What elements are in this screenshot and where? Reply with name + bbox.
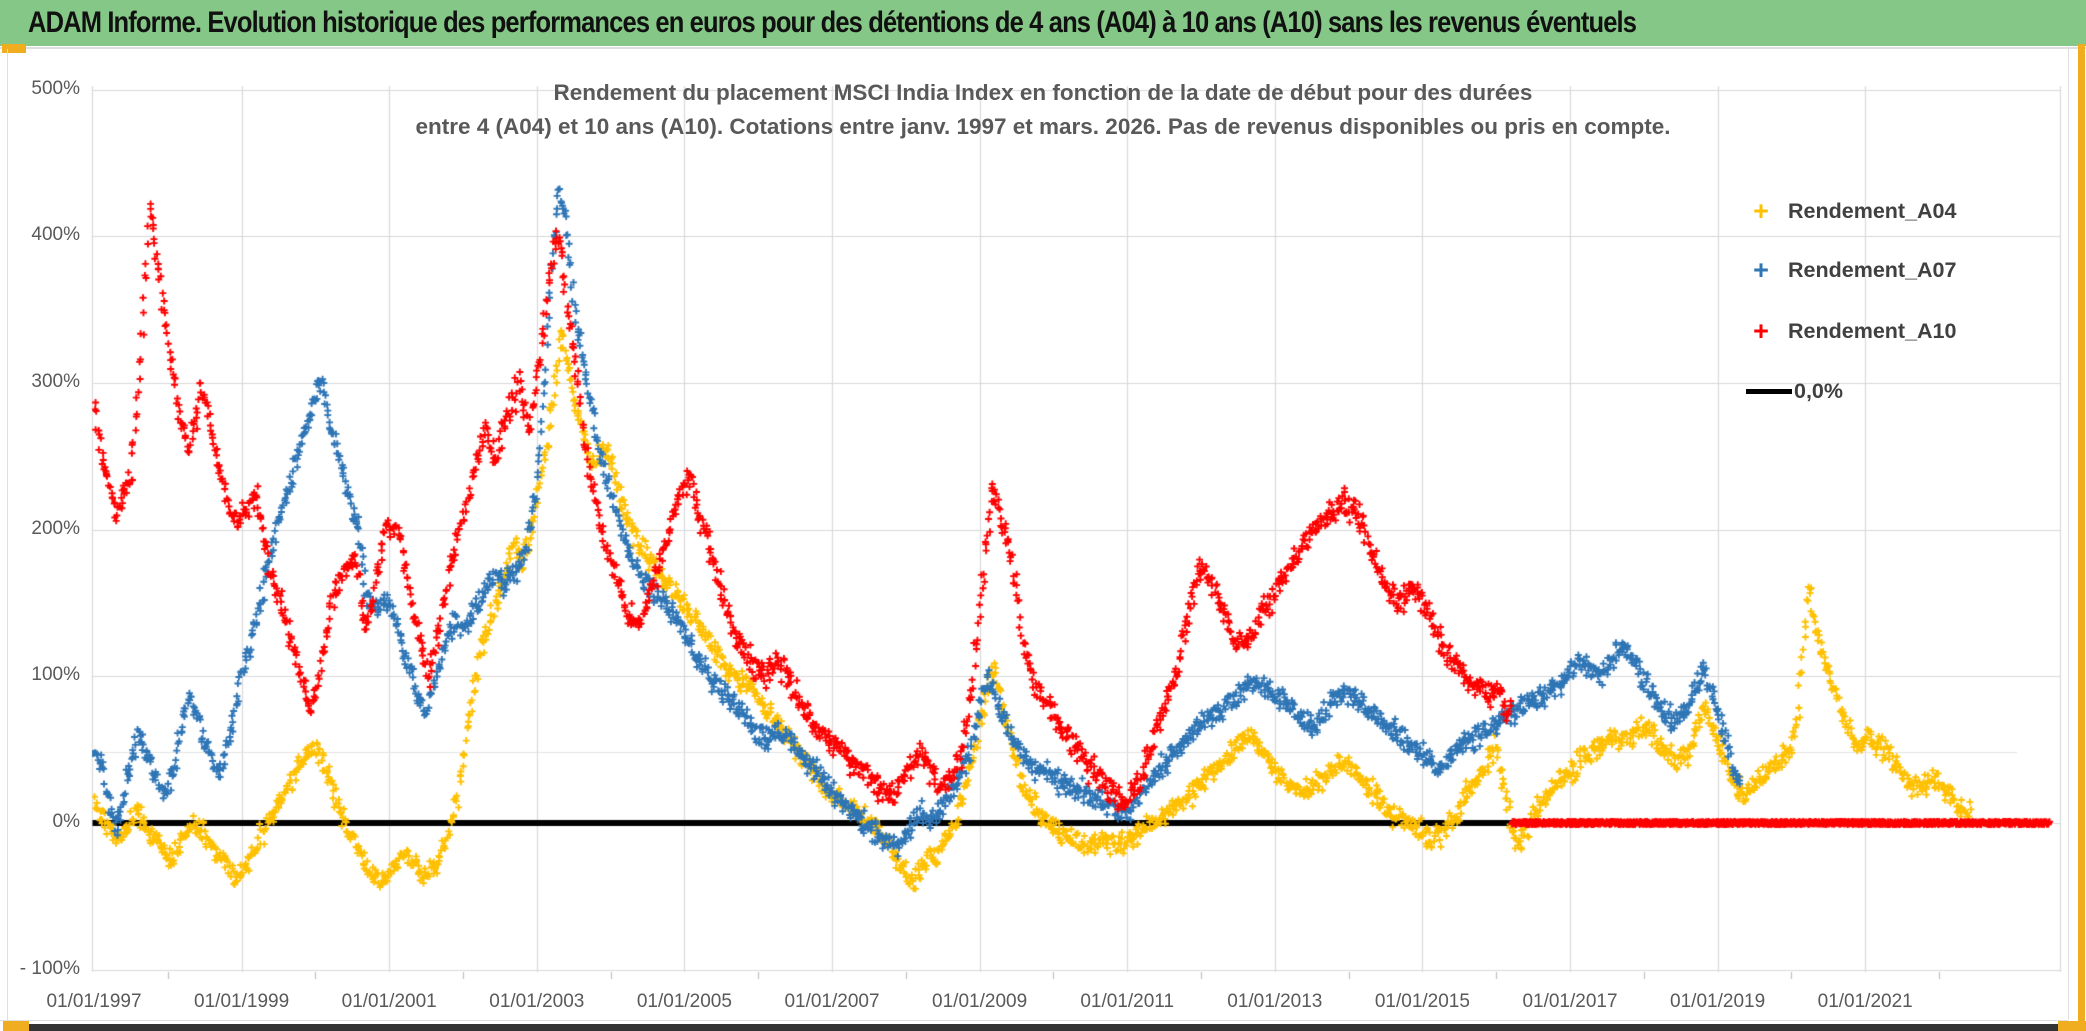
y-tick-label: 100% bbox=[31, 664, 80, 686]
y-tick-label: 200% bbox=[31, 517, 80, 539]
x-tick-label: 01/01/2015 bbox=[1374, 991, 1470, 1012]
y-tick-label: - 100% bbox=[19, 957, 80, 979]
x-tick-label: 01/01/2009 bbox=[932, 991, 1028, 1012]
x-tick-label: 01/01/2017 bbox=[1522, 991, 1618, 1012]
legend-label: 0,0% bbox=[1794, 378, 1844, 403]
x-tick-label: 01/01/2013 bbox=[1227, 991, 1323, 1012]
legend-label: Rendement_A04 bbox=[1788, 198, 1957, 223]
legend-label: Rendement_A10 bbox=[1788, 318, 1957, 343]
chart-title-line1: Rendement du placement MSCI India Index … bbox=[553, 80, 1533, 105]
legend-item-rendement_a10: + Rendement_A10 bbox=[1746, 316, 1956, 346]
line-marker-icon bbox=[1746, 388, 1792, 394]
x-tick-label: 01/01/2005 bbox=[636, 991, 732, 1012]
x-tick-label: 01/01/2011 bbox=[1080, 991, 1175, 1012]
plus-marker-icon: + bbox=[1753, 196, 1769, 226]
x-tick-label: 01/01/2001 bbox=[341, 991, 437, 1012]
x-tick-label: 01/01/2019 bbox=[1670, 991, 1766, 1012]
y-tick-label: 400% bbox=[31, 224, 80, 246]
plus-marker-icon: + bbox=[1753, 316, 1769, 346]
y-tick-label: 300% bbox=[31, 371, 80, 393]
x-tick-label: 01/01/2021 bbox=[1817, 991, 1913, 1012]
x-tick-label: 01/01/1999 bbox=[194, 991, 290, 1012]
y-tick-label: 0% bbox=[52, 811, 80, 832]
x-tick-label: 01/01/2007 bbox=[784, 991, 880, 1012]
x-tick-label: 01/01/2003 bbox=[489, 991, 585, 1012]
legend-item-rendement_a07: + Rendement_A07 bbox=[1746, 255, 1956, 285]
y-tick-label: 500% bbox=[31, 77, 80, 99]
x-tick-label: 01/01/1997 bbox=[46, 991, 142, 1012]
legend-label: Rendement_A07 bbox=[1788, 257, 1957, 282]
chart-title-line2: entre 4 (A04) et 10 ans (A10). Cotations… bbox=[415, 114, 1671, 139]
legend-item-zero-line: 0,0% bbox=[1746, 376, 1843, 406]
legend-item-rendement_a04: + Rendement_A04 bbox=[1746, 196, 1956, 226]
plus-marker-icon: + bbox=[1753, 255, 1769, 285]
